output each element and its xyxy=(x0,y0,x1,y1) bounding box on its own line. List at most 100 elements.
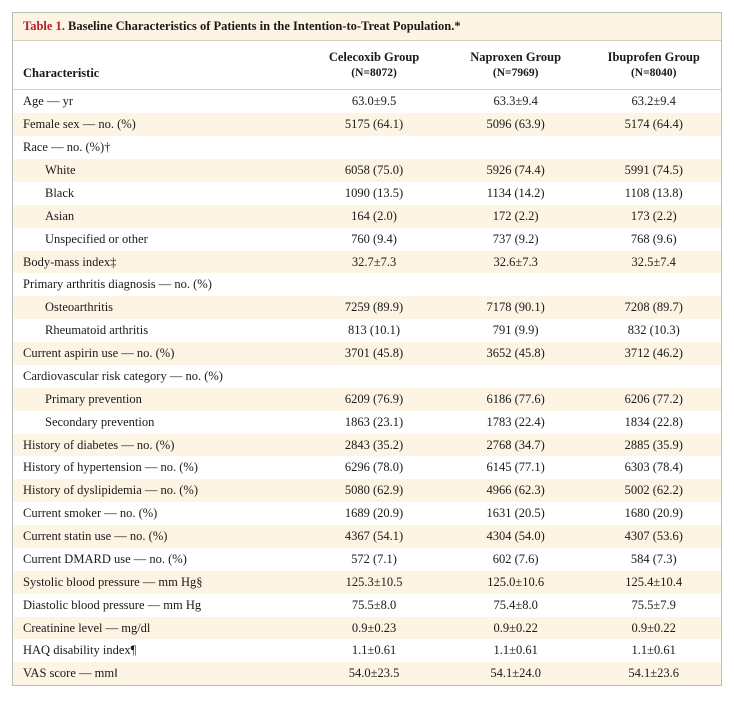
col-head-ibuprofen: Ibuprofen Group (N=8040) xyxy=(586,41,721,90)
cell-value: 6186 (77.6) xyxy=(445,388,587,411)
table-row: Current DMARD use — no. (%)572 (7.1)602 … xyxy=(13,548,721,571)
cell-value: 5175 (64.1) xyxy=(303,113,445,136)
table-row: Black1090 (13.5)1134 (14.2)1108 (13.8) xyxy=(13,182,721,205)
cell-value: 4367 (54.1) xyxy=(303,525,445,548)
cell-value: 172 (2.2) xyxy=(445,205,587,228)
cell-value: 2885 (35.9) xyxy=(586,434,721,457)
cell-value: 6206 (77.2) xyxy=(586,388,721,411)
cell-value: 1689 (20.9) xyxy=(303,502,445,525)
row-label: Secondary prevention xyxy=(13,411,303,434)
cell-value: 63.2±9.4 xyxy=(586,90,721,113)
row-label: History of dyslipidemia — no. (%) xyxy=(13,479,303,502)
cell-value: 7259 (89.9) xyxy=(303,296,445,319)
cell-value: 54.1±23.6 xyxy=(586,662,721,685)
row-label: Race — no. (%)† xyxy=(13,136,303,159)
cell-value: 1108 (13.8) xyxy=(586,182,721,205)
table-row: VAS score — mm‖54.0±23.554.1±24.054.1±23… xyxy=(13,662,721,685)
table-body: Age — yr63.0±9.563.3±9.463.2±9.4Female s… xyxy=(13,90,721,685)
cell-value: 1.1±0.61 xyxy=(303,639,445,662)
cell-value: 32.6±7.3 xyxy=(445,251,587,274)
cell-value: 1783 (22.4) xyxy=(445,411,587,434)
cell-value xyxy=(586,273,721,296)
row-label: White xyxy=(13,159,303,182)
col-head-naproxen: Naproxen Group (N=7969) xyxy=(445,41,587,90)
cell-value: 1.1±0.61 xyxy=(586,639,721,662)
cell-value: 5991 (74.5) xyxy=(586,159,721,182)
cell-value: 75.4±8.0 xyxy=(445,594,587,617)
cell-value xyxy=(303,365,445,388)
col-name: Ibuprofen Group xyxy=(608,50,700,64)
table-row: Cardiovascular risk category — no. (%) xyxy=(13,365,721,388)
cell-value xyxy=(445,365,587,388)
cell-value: 3701 (45.8) xyxy=(303,342,445,365)
table-header-row: Characteristic Celecoxib Group (N=8072) … xyxy=(13,41,721,90)
table-row: Secondary prevention1863 (23.1)1783 (22.… xyxy=(13,411,721,434)
cell-value: 173 (2.2) xyxy=(586,205,721,228)
row-label: Cardiovascular risk category — no. (%) xyxy=(13,365,303,388)
cell-value: 7208 (89.7) xyxy=(586,296,721,319)
cell-value: 813 (10.1) xyxy=(303,319,445,342)
table-row: White6058 (75.0)5926 (74.4)5991 (74.5) xyxy=(13,159,721,182)
cell-value: 6303 (78.4) xyxy=(586,456,721,479)
cell-value: 1834 (22.8) xyxy=(586,411,721,434)
cell-value: 584 (7.3) xyxy=(586,548,721,571)
table-row: History of diabetes — no. (%)2843 (35.2)… xyxy=(13,434,721,457)
table-row: Unspecified or other760 (9.4)737 (9.2)76… xyxy=(13,228,721,251)
cell-value: 5080 (62.9) xyxy=(303,479,445,502)
cell-value: 6209 (76.9) xyxy=(303,388,445,411)
table-title-bar: Table 1. Baseline Characteristics of Pat… xyxy=(13,13,721,41)
cell-value: 3652 (45.8) xyxy=(445,342,587,365)
cell-value: 0.9±0.23 xyxy=(303,617,445,640)
row-label: Current smoker — no. (%) xyxy=(13,502,303,525)
row-label: Current aspirin use — no. (%) xyxy=(13,342,303,365)
row-label: Diastolic blood pressure — mm Hg xyxy=(13,594,303,617)
table-row: Body-mass index‡32.7±7.332.6±7.332.5±7.4 xyxy=(13,251,721,274)
row-label: Body-mass index‡ xyxy=(13,251,303,274)
row-label: History of diabetes — no. (%) xyxy=(13,434,303,457)
table-row: Current statin use — no. (%)4367 (54.1)4… xyxy=(13,525,721,548)
col-n: (N=8072) xyxy=(313,66,435,82)
table-row: Rheumatoid arthritis813 (10.1)791 (9.9)8… xyxy=(13,319,721,342)
table-row: Current aspirin use — no. (%)3701 (45.8)… xyxy=(13,342,721,365)
cell-value: 5002 (62.2) xyxy=(586,479,721,502)
cell-value: 5096 (63.9) xyxy=(445,113,587,136)
cell-value xyxy=(303,136,445,159)
table-row: Osteoarthritis7259 (89.9)7178 (90.1)7208… xyxy=(13,296,721,319)
table-row: Current smoker — no. (%)1689 (20.9)1631 … xyxy=(13,502,721,525)
cell-value: 1863 (23.1) xyxy=(303,411,445,434)
cell-value: 737 (9.2) xyxy=(445,228,587,251)
cell-value: 1.1±0.61 xyxy=(445,639,587,662)
baseline-characteristics-table: Characteristic Celecoxib Group (N=8072) … xyxy=(13,41,721,685)
table-row: Primary prevention6209 (76.9)6186 (77.6)… xyxy=(13,388,721,411)
cell-value: 2768 (34.7) xyxy=(445,434,587,457)
row-label: Unspecified or other xyxy=(13,228,303,251)
cell-value: 4304 (54.0) xyxy=(445,525,587,548)
cell-value: 572 (7.1) xyxy=(303,548,445,571)
cell-value: 6058 (75.0) xyxy=(303,159,445,182)
row-label: Primary arthritis diagnosis — no. (%) xyxy=(13,273,303,296)
cell-value xyxy=(586,136,721,159)
cell-value: 54.0±23.5 xyxy=(303,662,445,685)
cell-value: 75.5±8.0 xyxy=(303,594,445,617)
col-name: Celecoxib Group xyxy=(329,50,419,64)
row-label: Creatinine level — mg/dl xyxy=(13,617,303,640)
cell-value: 125.4±10.4 xyxy=(586,571,721,594)
cell-value: 32.5±7.4 xyxy=(586,251,721,274)
cell-value: 1680 (20.9) xyxy=(586,502,721,525)
table-row: History of hypertension — no. (%)6296 (7… xyxy=(13,456,721,479)
table-row: Systolic blood pressure — mm Hg§125.3±10… xyxy=(13,571,721,594)
row-label: Systolic blood pressure — mm Hg§ xyxy=(13,571,303,594)
table-row: Age — yr63.0±9.563.3±9.463.2±9.4 xyxy=(13,90,721,113)
cell-value: 1134 (14.2) xyxy=(445,182,587,205)
cell-value: 602 (7.6) xyxy=(445,548,587,571)
cell-value: 4966 (62.3) xyxy=(445,479,587,502)
table-row: Race — no. (%)† xyxy=(13,136,721,159)
row-label: Current DMARD use — no. (%) xyxy=(13,548,303,571)
cell-value: 63.0±9.5 xyxy=(303,90,445,113)
row-label: Osteoarthritis xyxy=(13,296,303,319)
cell-value: 164 (2.0) xyxy=(303,205,445,228)
cell-value: 54.1±24.0 xyxy=(445,662,587,685)
cell-value: 6296 (78.0) xyxy=(303,456,445,479)
col-n: (N=8040) xyxy=(596,66,711,82)
cell-value: 0.9±0.22 xyxy=(445,617,587,640)
